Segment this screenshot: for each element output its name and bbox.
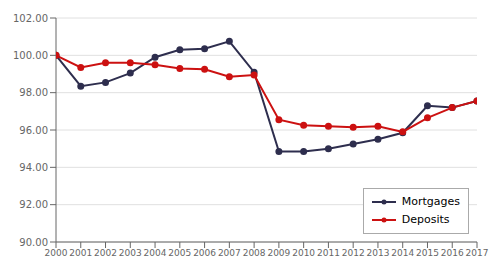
svg-text:2000: 2000 xyxy=(45,248,68,258)
svg-text:2011: 2011 xyxy=(317,248,340,258)
svg-text:100.00: 100.00 xyxy=(13,50,48,61)
svg-text:2006: 2006 xyxy=(193,248,216,258)
svg-text:90.00: 90.00 xyxy=(19,237,48,248)
html-text:Deposits: Deposits xyxy=(401,213,450,226)
svg-text:2004: 2004 xyxy=(144,248,167,258)
svg-text:2009: 2009 xyxy=(267,248,290,258)
svg-text:98.00: 98.00 xyxy=(19,87,48,98)
svg-text:2001: 2001 xyxy=(69,248,92,258)
svg-text:96.00: 96.00 xyxy=(19,125,48,136)
svg-text:2016: 2016 xyxy=(441,248,464,258)
svg-text:2013: 2013 xyxy=(366,248,389,258)
svg-text:2003: 2003 xyxy=(119,248,142,258)
svg-text:92.00: 92.00 xyxy=(19,199,48,210)
html-text:Mortgages: Mortgages xyxy=(401,195,460,208)
svg-text:2010: 2010 xyxy=(292,248,315,258)
svg-text:2012: 2012 xyxy=(342,248,365,258)
svg-text:2014: 2014 xyxy=(391,248,414,258)
svg-text:2008: 2008 xyxy=(243,248,266,258)
svg-text:94.00: 94.00 xyxy=(19,162,48,173)
svg-text:2017: 2017 xyxy=(466,248,489,258)
svg-text:2015: 2015 xyxy=(416,248,439,258)
svg-text:2002: 2002 xyxy=(94,248,117,258)
svg-text:102.00: 102.00 xyxy=(13,13,48,24)
svg-text:2007: 2007 xyxy=(218,248,241,258)
svg-text:2005: 2005 xyxy=(168,248,191,258)
